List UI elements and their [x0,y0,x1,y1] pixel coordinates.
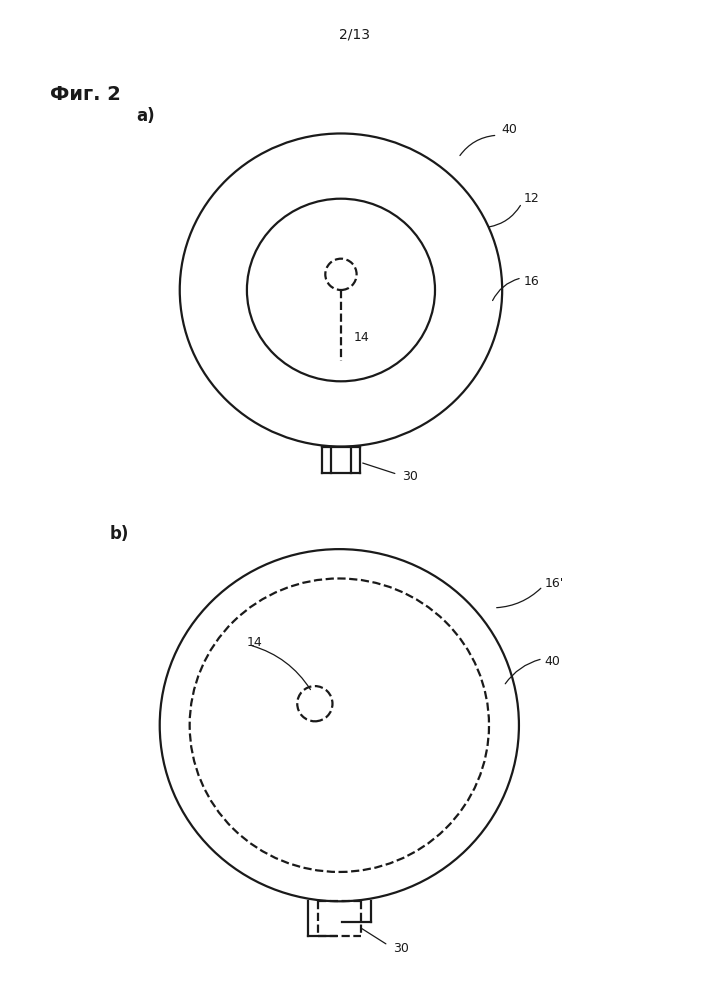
Text: 30: 30 [393,942,409,955]
Text: 2/13: 2/13 [338,28,370,42]
Text: 40: 40 [544,655,561,668]
Text: Фиг. 2: Фиг. 2 [50,85,120,104]
Text: 14: 14 [246,636,262,649]
Text: 12: 12 [523,192,539,205]
Text: 16: 16 [523,275,539,288]
Text: 30: 30 [402,470,418,483]
Text: b): b) [110,525,129,543]
Text: a): a) [137,107,155,125]
Text: 16': 16' [544,577,564,590]
Text: 14: 14 [354,331,370,344]
Text: 40: 40 [502,123,518,136]
